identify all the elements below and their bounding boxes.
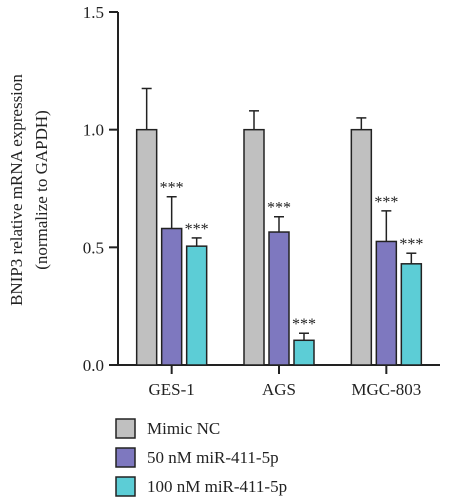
significance-label: ***: [399, 236, 423, 253]
bar: [268, 231, 290, 366]
bar: [160, 227, 183, 366]
significance-label: ***: [185, 221, 209, 238]
bar: [293, 339, 315, 366]
significance-label: ***: [292, 316, 316, 333]
y-tick-label: 1.0: [83, 121, 104, 140]
y-axis-label: BNIP3 relative mRNA expression (normaliz…: [7, 74, 51, 306]
legend-label: Mimic NC: [147, 419, 220, 438]
x-tick-label: AGS: [262, 380, 296, 399]
bar: [185, 245, 208, 366]
bar: [243, 128, 265, 366]
legend-swatch: [115, 476, 136, 497]
significance-label: ***: [267, 200, 291, 217]
y-axis-label-line2: (normalize to GAPDH): [32, 110, 51, 270]
legend-label: 100 nM miR-411-5p: [147, 477, 287, 496]
bar: [135, 128, 158, 366]
y-axis-label-line1: BNIP3 relative mRNA expression: [7, 74, 26, 306]
significance-label: ***: [160, 180, 184, 197]
legend: Mimic NC 50 nM miR-411-5p 100 nM miR-411-5…: [115, 418, 287, 497]
legend-swatch: [115, 418, 136, 439]
legend-swatch: [115, 447, 136, 468]
bar: [375, 240, 398, 366]
bar: [400, 263, 423, 366]
significance-label: ***: [374, 194, 398, 211]
y-tick-label: 1.5: [83, 3, 104, 22]
legend-label: 50 nM miR-411-5p: [147, 448, 279, 467]
bar: [350, 128, 373, 366]
x-tick-label: MGC-803: [351, 380, 421, 399]
bars: *** *** *** *** *** ***: [135, 87, 423, 366]
y-tick-label: 0.0: [83, 356, 104, 375]
x-tick-label: GES-1: [149, 380, 195, 399]
y-tick-label: 0.5: [83, 238, 104, 257]
